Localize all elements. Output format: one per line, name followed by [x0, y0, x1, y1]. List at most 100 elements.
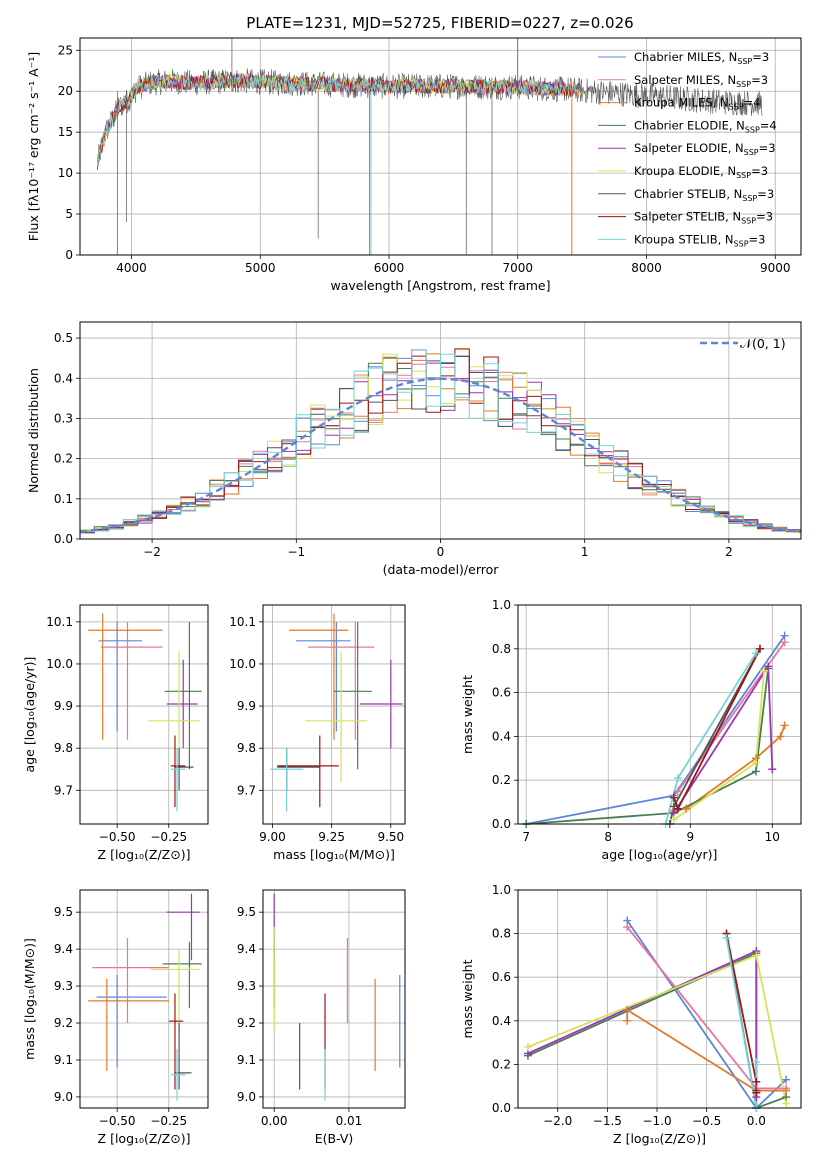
plot-area [270, 613, 403, 812]
y-tick-label: 0.3 [54, 411, 73, 425]
panel-residuals: −2 −1 0 1 2 0.0 0.1 0.2 0.3 0.4 0.5 (data-model)/er… [26, 321, 802, 577]
weight-marker [623, 1005, 632, 1014]
legend-subscript: SSP [744, 148, 759, 157]
x-axis-label: mass [log₁₀(M/M⊙)] [273, 847, 395, 862]
y-tick-label: 9.5 [54, 905, 73, 919]
legend-value: =3 [749, 232, 766, 246]
y-tick-label: 9.7 [237, 783, 256, 797]
panel-mass_vs_ebv: 0.00 0.01 9.0 9.1 9.2 9.3 9.4 9.5 E(B-V) [237, 889, 406, 1146]
panel-weight_vs_Z: −2.0 −1.5 −1.0 −0.5 0.0 0.0 0.2 0.4 0.6 0.8 1.0 Z [… [460, 883, 802, 1146]
legend-subscript: SSP [729, 103, 744, 112]
x-axis-label: Z [log₁₀(Z/Z⊙)] [98, 847, 191, 862]
y-tick-label: 5 [65, 207, 73, 221]
x-tick-label: 5000 [245, 261, 276, 275]
x-axis-label: wavelength [Angstrom, rest frame] [330, 278, 550, 293]
y-tick-label: 10.0 [46, 657, 73, 671]
plot-area [273, 893, 401, 1101]
weight-marker [760, 666, 769, 675]
spectrum-line [97, 73, 570, 165]
legend-entry: Chabrier ELODIE, NSSP=4 [634, 118, 777, 134]
x-tick-label: 0.01 [336, 1114, 363, 1128]
weight-marker [764, 662, 773, 671]
weight-marker [673, 774, 682, 783]
panel-weight_vs_age: 7 8 9 10 0.0 0.2 0.4 0.6 0.8 1.0 age [log₁₀(age/yr… [460, 598, 802, 862]
y-tick-label: 9.0 [54, 1090, 73, 1104]
weight-marker [782, 1099, 791, 1108]
weight-marker [722, 933, 731, 942]
axes-frame [262, 889, 406, 1109]
y-tick-label: 0.2 [492, 773, 511, 787]
y-tick-label: 15 [58, 125, 73, 139]
legend-subscript: SSP [736, 80, 751, 89]
y-tick-label: 0.6 [492, 970, 511, 984]
plot-area [80, 348, 801, 534]
spectrum-line [97, 73, 572, 170]
histogram-series [80, 349, 801, 533]
y-tick-label: 0.5 [54, 331, 73, 345]
figure-title: PLATE=1231, MJD=52725, FIBERID=0227, z=0… [246, 14, 633, 32]
y-tick-label: 9.1 [237, 1053, 256, 1067]
y-tick-label: 0.8 [492, 642, 511, 656]
x-tick-label: −0.50 [99, 830, 136, 844]
legend-entry: Chabrier STELIB, NSSP=3 [634, 187, 774, 203]
weight-marker [755, 644, 764, 653]
weight-marker [752, 1077, 761, 1086]
weight-marker [673, 787, 682, 796]
weight-marker [768, 765, 777, 774]
plot-area [88, 893, 202, 1101]
weight-marker [669, 802, 678, 811]
x-tick-label: 6000 [374, 261, 405, 275]
x-tick-label: 4000 [116, 261, 147, 275]
y-tick-label: 0.4 [492, 729, 511, 743]
y-tick-label: 9.2 [54, 1016, 73, 1030]
legend-value: =3 [756, 210, 773, 224]
x-tick-label: −1.5 [593, 1114, 622, 1128]
y-tick-label: 9.3 [54, 979, 73, 993]
axes-frame [79, 889, 209, 1109]
legend-value: =3 [759, 141, 776, 155]
y-tick-label: 9.9 [54, 699, 73, 713]
x-tick-label: 2 [725, 545, 733, 559]
x-tick-label: 0.0 [747, 1114, 766, 1128]
y-tick-label: 0.8 [492, 927, 511, 941]
weight-marker [669, 815, 678, 824]
y-axis-label: Flux [fλ10⁻¹⁷ erg cm⁻² s⁻¹ A⁻¹] [26, 52, 41, 241]
axes-frame [79, 604, 209, 825]
x-tick-label: −0.25 [150, 830, 187, 844]
x-tick-label: 9.25 [318, 830, 345, 844]
weight-marker [782, 1075, 791, 1084]
legend-subscript: SSP [741, 217, 756, 226]
y-tick-label: 0.0 [54, 532, 73, 546]
legend-entry: Kroupa STELIB, NSSP=3 [634, 232, 765, 248]
legend-entry: Chabrier MILES, NSSP=3 [634, 50, 769, 66]
x-tick-label: 7000 [502, 261, 533, 275]
plot-area [97, 38, 763, 255]
axes-frame [262, 604, 406, 825]
legend-subscript: SSP [736, 171, 751, 180]
y-tick-label: 9.9 [237, 699, 256, 713]
y-tick-label: 9.2 [237, 1016, 256, 1030]
x-tick-label: 9.50 [377, 830, 404, 844]
x-axis-label: Z [log₁₀(Z/Z⊙)] [98, 1131, 191, 1146]
y-axis-label: age [log₁₀(age/yr)] [22, 657, 37, 773]
legend-value: =3 [751, 164, 768, 178]
y-axis-label: mass weight [460, 675, 475, 754]
weight-marker [523, 1042, 532, 1051]
y-tick-label: 1.0 [492, 883, 511, 897]
weight-marker [751, 649, 760, 658]
y-tick-label: 9.0 [237, 1090, 256, 1104]
legend-subscript: SSP [742, 194, 757, 203]
y-tick-label: 9.1 [54, 1053, 73, 1067]
legend-value: =4 [760, 118, 777, 132]
y-tick-label: 9.8 [237, 741, 256, 755]
legend-value: =3 [752, 50, 769, 64]
weight-marker [780, 721, 789, 730]
y-tick-label: 9.4 [54, 942, 73, 956]
y-tick-label: 0.4 [54, 371, 73, 385]
x-tick-label: 9.00 [259, 830, 286, 844]
weight-marker [776, 732, 785, 741]
x-tick-label: −0.25 [150, 1114, 187, 1128]
axes-frame [517, 604, 802, 825]
x-tick-label: 9 [686, 830, 694, 844]
